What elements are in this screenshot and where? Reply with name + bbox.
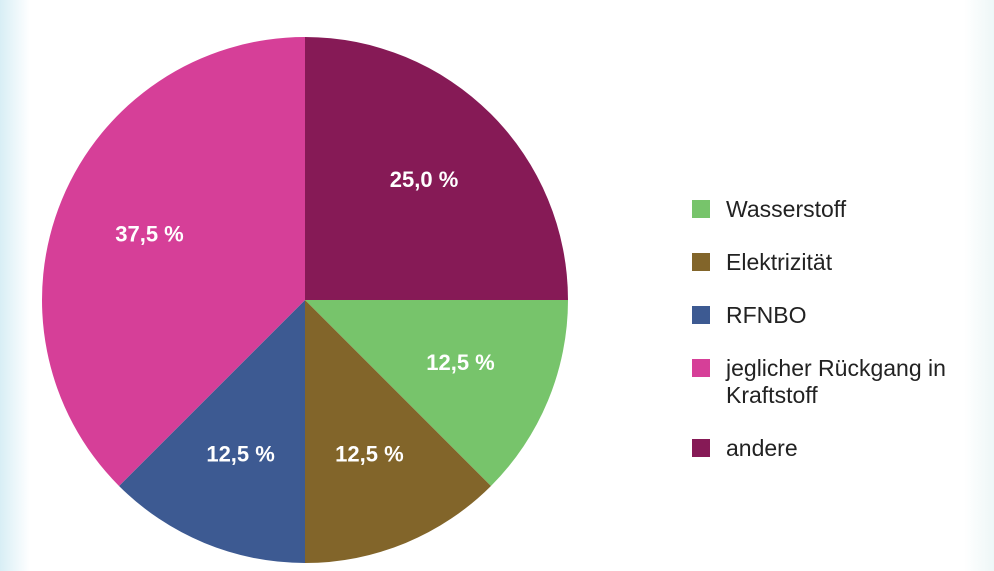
legend-item: Wasserstoff (692, 196, 962, 223)
pie-slice (119, 300, 305, 563)
pie-slice (305, 300, 568, 486)
legend-item: andere (692, 435, 962, 462)
value-label: 25,0 % (390, 167, 459, 192)
legend-label: RFNBO (726, 302, 807, 328)
legend-swatch (692, 200, 710, 218)
legend-label: Wasserstoff (726, 196, 847, 222)
value-label: 12,5 % (206, 441, 275, 466)
legend-swatch (692, 306, 710, 324)
legend-item: RFNBO (692, 302, 962, 329)
legend-swatch (692, 253, 710, 271)
legend: Wasserstoff Elektrizität RFNBO jeglicher Rü… (692, 196, 962, 488)
legend-label: jeglicher Rückgang in Kraftstoff (726, 355, 946, 408)
legend-label: Elektrizität (726, 249, 833, 275)
legend-item: Elektrizität (692, 249, 962, 276)
pie-slice (305, 37, 568, 300)
legend-item: jeglicher Rückgang in Kraftstoff (692, 355, 962, 409)
legend-swatch (692, 359, 710, 377)
pie-slice (305, 300, 491, 563)
legend-swatch (692, 439, 710, 457)
pie-slice (41, 36, 305, 486)
value-label: 37,5 % (115, 221, 184, 246)
legend-label: andere (726, 435, 798, 461)
value-label: 12,5 % (426, 350, 495, 375)
value-label: 12,5 % (335, 441, 404, 466)
